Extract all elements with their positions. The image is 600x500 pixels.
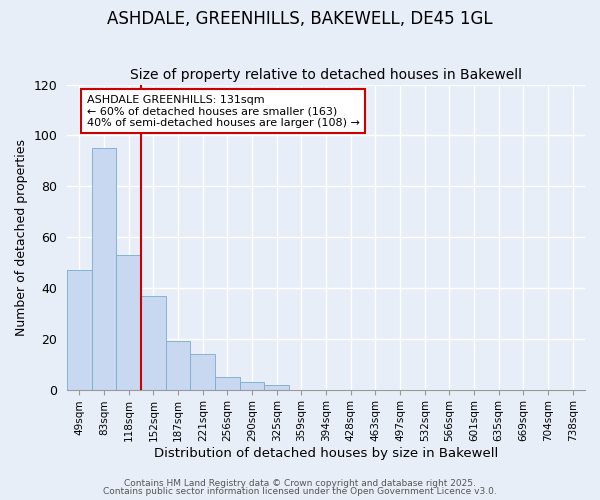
Bar [166, 342, 190, 390]
Text: Contains public sector information licensed under the Open Government Licence v3: Contains public sector information licen… [103, 487, 497, 496]
Bar [141, 296, 166, 390]
Y-axis label: Number of detached properties: Number of detached properties [15, 138, 28, 336]
Bar [92, 148, 116, 390]
Bar [116, 255, 141, 390]
Bar [190, 354, 215, 390]
Text: ASHDALE GREENHILLS: 131sqm
← 60% of detached houses are smaller (163)
40% of sem: ASHDALE GREENHILLS: 131sqm ← 60% of deta… [87, 94, 360, 128]
Bar [215, 377, 240, 390]
X-axis label: Distribution of detached houses by size in Bakewell: Distribution of detached houses by size … [154, 447, 498, 460]
Text: Contains HM Land Registry data © Crown copyright and database right 2025.: Contains HM Land Registry data © Crown c… [124, 478, 476, 488]
Bar [265, 384, 289, 390]
Bar [240, 382, 265, 390]
Title: Size of property relative to detached houses in Bakewell: Size of property relative to detached ho… [130, 68, 522, 82]
Bar [67, 270, 92, 390]
Text: ASHDALE, GREENHILLS, BAKEWELL, DE45 1GL: ASHDALE, GREENHILLS, BAKEWELL, DE45 1GL [107, 10, 493, 28]
